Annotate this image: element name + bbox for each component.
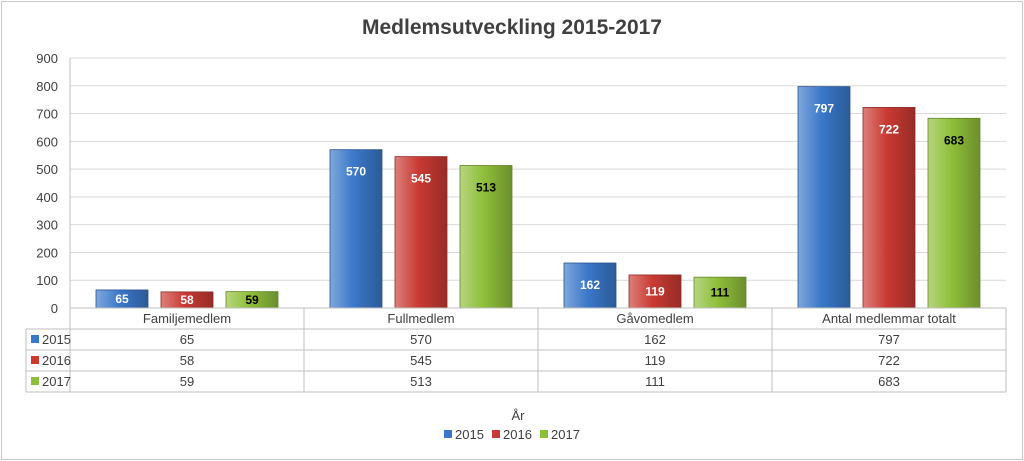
data-label: 119 — [645, 284, 665, 298]
y-tick-label: 100 — [36, 273, 58, 288]
table-cell: 162 — [644, 332, 666, 347]
legend-label: 2016 — [503, 427, 532, 442]
data-label: 513 — [476, 181, 496, 195]
table-series-label: 2017 — [42, 374, 71, 389]
table-legend-key — [31, 356, 39, 364]
legend-item-2017: 2017 — [540, 427, 580, 442]
data-label: 570 — [346, 165, 366, 179]
category-label: Fullmedlem — [387, 311, 454, 326]
category-label: Gåvomedlem — [616, 311, 693, 326]
legend-item-2015: 2015 — [444, 427, 484, 442]
data-label: 545 — [411, 172, 431, 186]
bar-2015-1 — [329, 149, 383, 309]
bar-2016-1 — [394, 156, 448, 309]
data-label: 111 — [711, 286, 730, 300]
data-label: 59 — [245, 293, 259, 307]
y-tick-label: 200 — [36, 245, 58, 260]
legend-label: 2015 — [455, 427, 484, 442]
table-cell: 59 — [180, 374, 194, 389]
bar-2017-3 — [927, 117, 981, 309]
data-label: 65 — [115, 292, 129, 306]
table-cell: 58 — [180, 353, 194, 368]
table-cell: 65 — [180, 332, 194, 347]
data-label: 797 — [814, 102, 834, 116]
data-labels: 65 58 59 570 545 513 162 119 111 797 722 683 — [115, 102, 964, 307]
y-tick-label: 600 — [36, 134, 58, 149]
y-tick-label: 400 — [36, 190, 58, 205]
table-legend-key — [31, 335, 39, 343]
table-cell: 513 — [410, 374, 432, 389]
data-label: 722 — [879, 122, 899, 136]
table-series-label: 2015 — [42, 332, 71, 347]
bar-2015-3 — [797, 86, 851, 309]
y-tick-label: 700 — [36, 107, 58, 122]
data-label: 683 — [944, 133, 964, 147]
legend: 2015 2016 2017 — [444, 427, 580, 442]
x-axis-label: År — [512, 408, 526, 423]
bar-2017-2 — [693, 276, 747, 309]
y-tick-label: 800 — [36, 79, 58, 94]
y-tick-label: 500 — [36, 162, 58, 177]
table-legend-key — [31, 377, 39, 385]
table-series-label: 2016 — [42, 353, 71, 368]
legend-item-2016: 2016 — [492, 427, 532, 442]
table-cell: 797 — [878, 332, 900, 347]
table-cell: 570 — [410, 332, 432, 347]
table-cell: 545 — [410, 353, 432, 368]
table-cell: 683 — [878, 374, 900, 389]
bar-2015-2 — [563, 262, 617, 309]
y-tick-label: 300 — [36, 218, 58, 233]
category-label: Familjemedlem — [143, 311, 231, 326]
chart-title: Medlemsutveckling 2015-2017 — [362, 16, 662, 39]
legend-key — [444, 430, 452, 438]
table-cell: 722 — [878, 353, 900, 368]
y-tick-label: 900 — [36, 51, 58, 66]
legend-key — [540, 430, 548, 438]
legend-key — [492, 430, 500, 438]
data-label: 58 — [180, 293, 194, 307]
bar-2016-3 — [862, 107, 916, 309]
y-tick-label: 0 — [51, 301, 58, 316]
table-cell: 119 — [645, 353, 666, 368]
data-label: 162 — [580, 278, 600, 292]
data-table: Familjemedlem Fullmedlem Gåvomedlem Antal m… — [25, 307, 1007, 393]
bar-2017-1 — [459, 165, 513, 309]
bars — [95, 86, 981, 309]
category-label: Antal medlemmar totalt — [822, 311, 956, 326]
y-axis-ticks: 0 100 200 300 400 500 600 700 800 900 — [36, 51, 58, 316]
legend-label: 2017 — [551, 427, 580, 442]
table-cell: 111 — [645, 374, 665, 389]
